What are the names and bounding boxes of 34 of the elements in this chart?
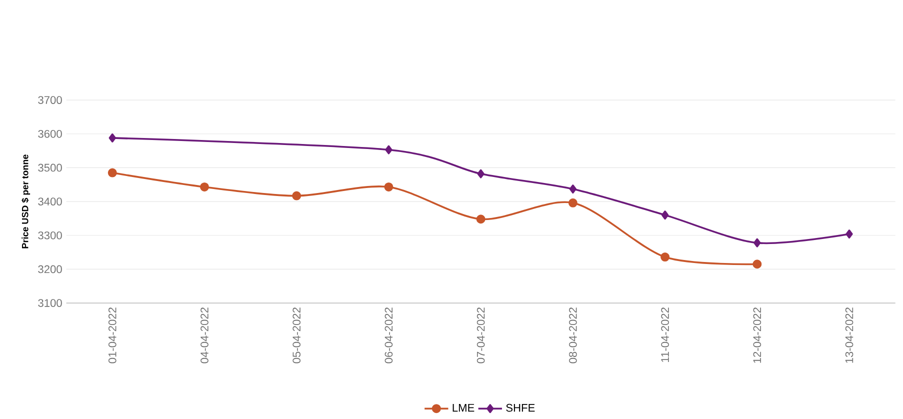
x-tick-label: 08-04-2022 <box>569 308 577 364</box>
point <box>752 260 762 269</box>
point <box>568 198 578 208</box>
x-tick-label: 04-04-2022 <box>200 308 208 364</box>
point <box>569 184 577 194</box>
x-tick-label: 13-04-2022 <box>845 308 854 363</box>
legend-label: LME <box>452 404 474 412</box>
point <box>385 145 392 154</box>
y-tick-label: 3600 <box>38 130 62 138</box>
x-tick-label: 11-04-2022 <box>661 308 669 362</box>
y-tick-label: 3300 <box>38 232 62 240</box>
point <box>754 238 761 248</box>
x-tick-label: 12-04-2022 <box>753 308 762 363</box>
point <box>384 182 394 192</box>
x-tick-label: 06-04-2022 <box>384 308 393 364</box>
x-tick-label: 01-04-2022 <box>108 308 116 364</box>
legend-label: SHFE <box>506 404 535 412</box>
y-tick-label: 3400 <box>38 198 62 206</box>
point <box>108 168 117 178</box>
y-axis-title: Price USD $ per tonne <box>22 154 30 248</box>
point <box>476 214 486 224</box>
point <box>477 169 484 178</box>
point <box>660 252 670 262</box>
x-tick-label: 05-04-2022 <box>292 308 301 364</box>
point <box>661 210 669 220</box>
x-tick-label: 07-04-2022 <box>476 308 485 364</box>
y-tick-label: 3700 <box>38 96 62 104</box>
point <box>292 191 302 200</box>
y-tick-label: 3200 <box>38 265 62 274</box>
y-tick-label: 3100 <box>38 299 62 308</box>
point <box>846 230 853 239</box>
point <box>108 134 116 143</box>
y-tick-label: 3500 <box>38 164 62 172</box>
point <box>200 182 209 192</box>
